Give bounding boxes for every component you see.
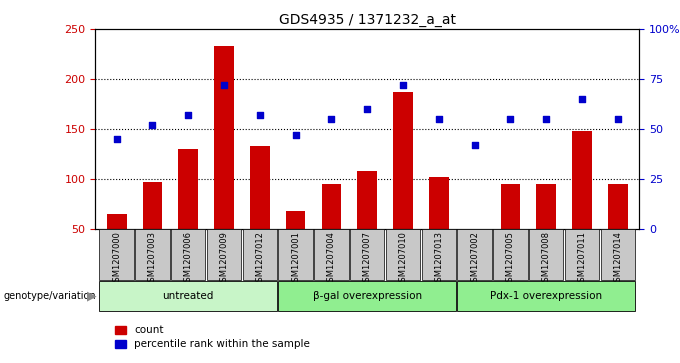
Text: GSM1207002: GSM1207002 bbox=[470, 231, 479, 287]
Point bbox=[362, 106, 373, 112]
Point bbox=[505, 116, 516, 122]
Bar bbox=[393, 92, 413, 279]
Text: GSM1207003: GSM1207003 bbox=[148, 231, 157, 287]
Point bbox=[541, 116, 551, 122]
Point bbox=[433, 116, 444, 122]
FancyBboxPatch shape bbox=[99, 281, 277, 310]
Bar bbox=[143, 182, 163, 279]
Text: GSM1207004: GSM1207004 bbox=[327, 231, 336, 287]
FancyBboxPatch shape bbox=[278, 281, 456, 310]
FancyBboxPatch shape bbox=[135, 229, 169, 280]
Title: GDS4935 / 1371232_a_at: GDS4935 / 1371232_a_at bbox=[279, 13, 456, 26]
Point bbox=[147, 122, 158, 128]
Text: ▶: ▶ bbox=[87, 289, 97, 302]
FancyBboxPatch shape bbox=[350, 229, 384, 280]
FancyBboxPatch shape bbox=[422, 229, 456, 280]
Bar bbox=[107, 214, 126, 279]
Text: GSM1207008: GSM1207008 bbox=[542, 231, 551, 287]
FancyBboxPatch shape bbox=[529, 229, 563, 280]
FancyBboxPatch shape bbox=[278, 229, 313, 280]
Point bbox=[254, 112, 265, 118]
Point bbox=[469, 142, 480, 148]
FancyBboxPatch shape bbox=[314, 229, 349, 280]
FancyBboxPatch shape bbox=[458, 229, 492, 280]
Bar bbox=[572, 131, 592, 279]
Bar bbox=[500, 184, 520, 279]
Text: GSM1207012: GSM1207012 bbox=[255, 231, 265, 287]
Point bbox=[398, 82, 409, 88]
Text: GSM1207001: GSM1207001 bbox=[291, 231, 300, 287]
Point bbox=[183, 112, 194, 118]
FancyBboxPatch shape bbox=[458, 281, 635, 310]
Text: GSM1207013: GSM1207013 bbox=[435, 231, 443, 287]
Text: GSM1207007: GSM1207007 bbox=[362, 231, 372, 287]
Bar bbox=[178, 149, 198, 279]
Point bbox=[112, 136, 122, 142]
FancyBboxPatch shape bbox=[386, 229, 420, 280]
Bar bbox=[608, 184, 628, 279]
FancyBboxPatch shape bbox=[243, 229, 277, 280]
Text: GSM1207010: GSM1207010 bbox=[398, 231, 407, 287]
Text: GSM1207005: GSM1207005 bbox=[506, 231, 515, 287]
Text: genotype/variation: genotype/variation bbox=[3, 291, 96, 301]
Bar bbox=[537, 184, 556, 279]
Bar bbox=[250, 146, 270, 279]
Bar bbox=[322, 184, 341, 279]
Point bbox=[326, 116, 337, 122]
Text: GSM1207009: GSM1207009 bbox=[220, 231, 228, 287]
Text: GSM1207011: GSM1207011 bbox=[577, 231, 586, 287]
Point bbox=[577, 96, 588, 102]
Bar bbox=[464, 276, 484, 279]
Text: untreated: untreated bbox=[163, 291, 214, 301]
FancyBboxPatch shape bbox=[99, 229, 134, 280]
Bar bbox=[429, 177, 449, 279]
FancyBboxPatch shape bbox=[493, 229, 528, 280]
FancyBboxPatch shape bbox=[600, 229, 635, 280]
FancyBboxPatch shape bbox=[171, 229, 205, 280]
Bar bbox=[358, 171, 377, 279]
FancyBboxPatch shape bbox=[207, 229, 241, 280]
Text: Pdx-1 overexpression: Pdx-1 overexpression bbox=[490, 291, 602, 301]
Bar bbox=[214, 46, 234, 279]
Text: GSM1207014: GSM1207014 bbox=[613, 231, 622, 287]
Text: GSM1207000: GSM1207000 bbox=[112, 231, 121, 287]
Text: β-gal overexpression: β-gal overexpression bbox=[313, 291, 422, 301]
FancyBboxPatch shape bbox=[565, 229, 599, 280]
Point bbox=[612, 116, 623, 122]
Bar bbox=[286, 211, 305, 279]
Point bbox=[290, 132, 301, 138]
Point bbox=[218, 82, 229, 88]
Text: GSM1207006: GSM1207006 bbox=[184, 231, 192, 287]
Legend: count, percentile rank within the sample: count, percentile rank within the sample bbox=[112, 321, 314, 354]
